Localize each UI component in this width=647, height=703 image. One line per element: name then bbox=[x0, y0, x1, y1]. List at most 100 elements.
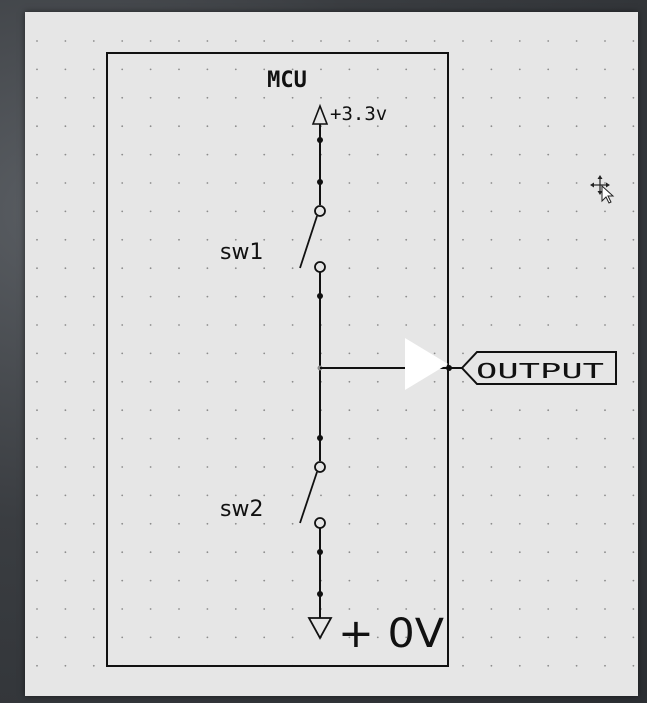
grid-dot bbox=[291, 40, 294, 42]
grid-dot bbox=[405, 267, 408, 270]
play-arrow-icon[interactable] bbox=[405, 338, 448, 390]
grid-dot bbox=[575, 409, 578, 412]
grid-dot bbox=[632, 125, 635, 128]
grid-dot bbox=[518, 295, 521, 298]
grid-dot bbox=[490, 125, 493, 128]
grid-dot bbox=[376, 437, 379, 440]
grid-dot bbox=[348, 96, 351, 99]
grid-dot bbox=[632, 267, 635, 270]
grid-dot bbox=[64, 153, 67, 156]
grid-dot bbox=[405, 68, 408, 71]
grid-dot bbox=[405, 40, 408, 42]
grid-dot bbox=[604, 153, 606, 156]
grid-dot bbox=[405, 324, 408, 326]
grid-dot bbox=[92, 522, 95, 525]
grid-dot bbox=[36, 40, 38, 42]
grid-dot bbox=[632, 579, 635, 582]
ground-symbol[interactable] bbox=[307, 617, 333, 640]
grid-dot bbox=[92, 125, 95, 128]
grid-dot bbox=[92, 210, 95, 213]
grid-dot bbox=[348, 182, 351, 184]
grid-dot bbox=[376, 522, 379, 525]
grid-dot bbox=[121, 522, 124, 525]
grid-dot bbox=[206, 267, 209, 270]
grid-dot bbox=[490, 295, 493, 298]
grid-dot bbox=[263, 466, 266, 468]
grid-dot bbox=[433, 267, 436, 270]
grid-dot bbox=[405, 238, 408, 241]
grid-dot bbox=[376, 68, 379, 71]
grid-dot bbox=[433, 210, 436, 213]
grid-dot bbox=[36, 494, 38, 497]
grid-dot bbox=[632, 40, 635, 42]
grid-dot bbox=[376, 295, 379, 298]
grid-dot bbox=[376, 636, 379, 639]
grid-dot bbox=[433, 324, 436, 326]
grid-dot bbox=[64, 522, 67, 525]
grid-dot bbox=[263, 522, 266, 525]
grid-dot bbox=[604, 466, 606, 468]
grid-dot bbox=[263, 96, 266, 99]
output-port[interactable] bbox=[460, 351, 617, 385]
grid-dot bbox=[36, 466, 38, 468]
grid-dot bbox=[206, 125, 209, 128]
grid-dot bbox=[149, 522, 152, 525]
grid-dot bbox=[92, 636, 95, 639]
grid-dot bbox=[121, 352, 124, 355]
grid-dot bbox=[490, 551, 493, 554]
grid-dot bbox=[575, 437, 578, 440]
grid-dot bbox=[121, 295, 124, 298]
grid-dot bbox=[206, 380, 209, 383]
grid-dot bbox=[92, 579, 95, 582]
supply-symbol[interactable] bbox=[311, 103, 329, 125]
grid-dot bbox=[234, 409, 237, 412]
grid-dot bbox=[178, 494, 180, 497]
grid-dot bbox=[178, 96, 180, 99]
grid-dot bbox=[234, 636, 237, 639]
grid-dot bbox=[149, 267, 152, 270]
grid-dot bbox=[178, 153, 180, 156]
grid-dot bbox=[178, 267, 180, 270]
grid-dot bbox=[348, 522, 351, 525]
grid-dot bbox=[433, 466, 436, 468]
grid-dot bbox=[348, 267, 351, 270]
junction-dot bbox=[317, 435, 323, 441]
grid-dot bbox=[64, 267, 67, 270]
grid-dot bbox=[291, 522, 294, 525]
grid-dot bbox=[320, 68, 322, 71]
grid-dot bbox=[234, 380, 237, 383]
grid-dot bbox=[405, 466, 408, 468]
grid-dot bbox=[234, 551, 237, 554]
grid-dot bbox=[149, 125, 152, 128]
grid-dot bbox=[632, 210, 635, 213]
junction-dot bbox=[317, 549, 323, 555]
grid-dot bbox=[348, 125, 351, 128]
grid-dot bbox=[121, 238, 124, 241]
switch-sw2[interactable] bbox=[299, 461, 326, 529]
grid-dot bbox=[92, 494, 95, 497]
grid-dot bbox=[121, 409, 124, 412]
grid-dot bbox=[36, 210, 38, 213]
grid-dot bbox=[234, 210, 237, 213]
grid-dot bbox=[405, 210, 408, 213]
grid-dot bbox=[376, 352, 379, 355]
grid-dot bbox=[490, 40, 493, 42]
grid-dot bbox=[320, 96, 322, 99]
grid-dot bbox=[263, 267, 266, 270]
grid-dot bbox=[178, 352, 180, 355]
grid-dot bbox=[263, 182, 266, 184]
grid-dot bbox=[490, 153, 493, 156]
grid-dot bbox=[376, 238, 379, 241]
grid-dot bbox=[348, 466, 351, 468]
grid-dot bbox=[575, 182, 578, 184]
grid-dot bbox=[376, 466, 379, 468]
grid-dot bbox=[547, 68, 550, 71]
grid-dot bbox=[490, 96, 493, 99]
grid-dot bbox=[433, 153, 436, 156]
grid-dot bbox=[263, 380, 266, 383]
mcu-block[interactable] bbox=[106, 52, 449, 667]
grid-dot bbox=[547, 608, 550, 610]
grid-dot bbox=[178, 551, 180, 554]
grid-dot bbox=[547, 466, 550, 468]
